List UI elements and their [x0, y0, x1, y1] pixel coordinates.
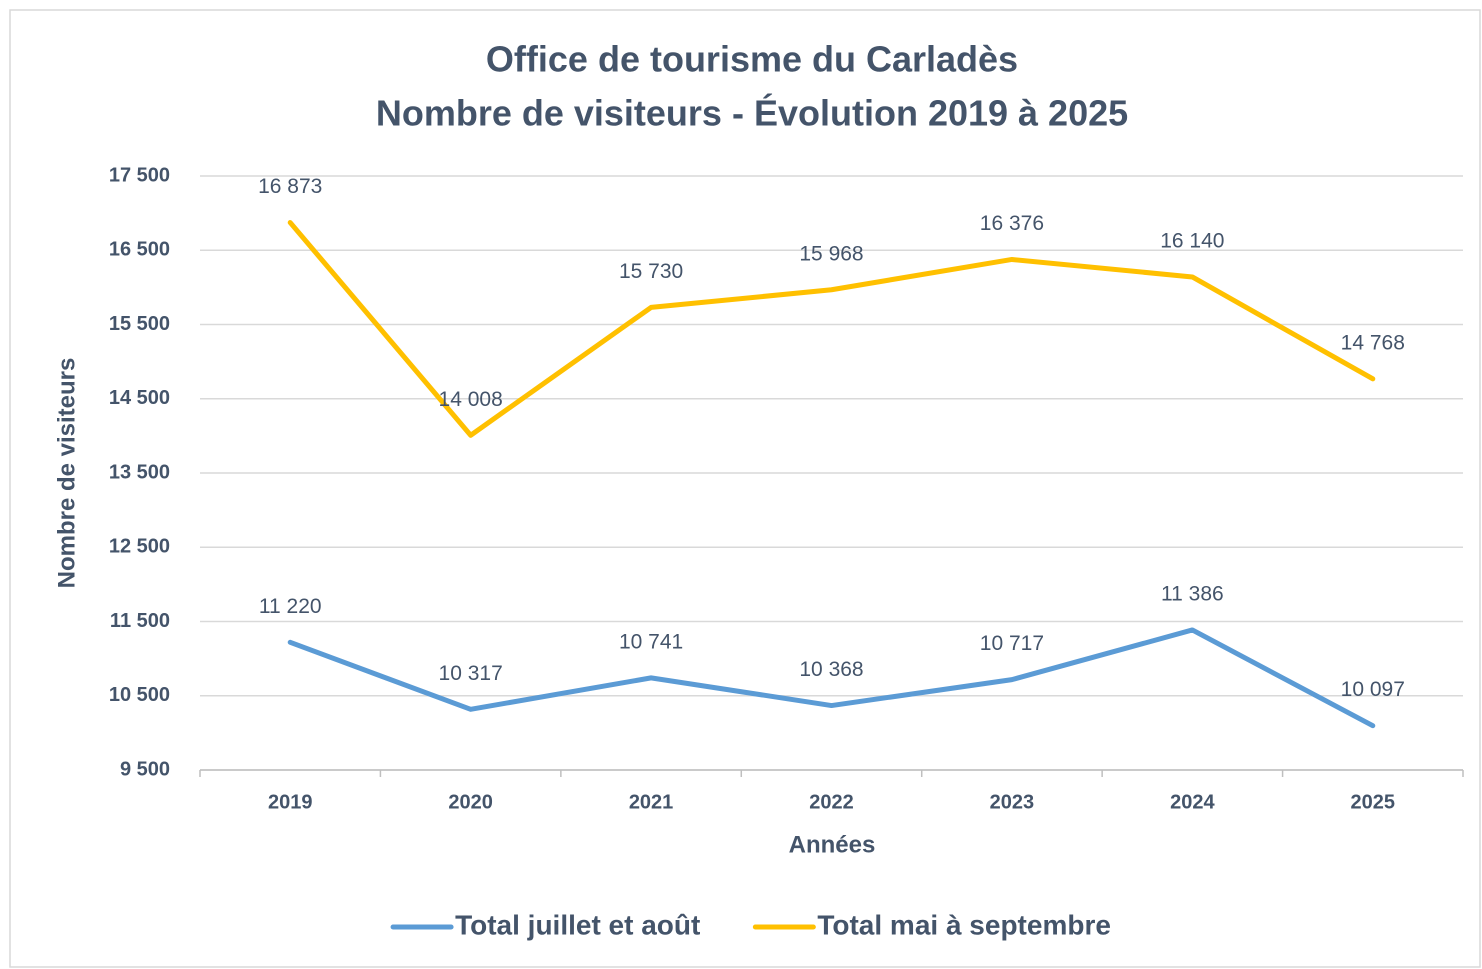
- y-tick-label: 16 500: [109, 239, 170, 261]
- x-tick-label: 2021: [629, 791, 674, 813]
- chart-subtitle: Nombre de visiteurs - Évolution 2019 à 2…: [376, 93, 1128, 134]
- x-axis-title: Années: [789, 831, 876, 858]
- data-label: 10 741: [619, 630, 683, 653]
- data-label: 16 873: [258, 175, 322, 198]
- data-label: 15 968: [799, 242, 863, 265]
- x-tick-label: 2025: [1351, 791, 1396, 813]
- x-tick-label: 2024: [1170, 791, 1215, 813]
- x-tick-label: 2020: [448, 791, 493, 813]
- legend-label: Total juillet et août: [455, 909, 700, 940]
- data-label: 14 008: [439, 388, 503, 411]
- chart-title: Office de tourisme du Carladès: [486, 39, 1018, 80]
- y-tick-label: 13 500: [109, 461, 170, 483]
- data-label: 16 140: [1160, 230, 1224, 253]
- legend-label: Total mai à septembre: [817, 909, 1111, 940]
- y-tick-label: 12 500: [109, 536, 170, 558]
- x-tick-label: 2019: [268, 791, 313, 813]
- data-label: 11 220: [259, 595, 322, 618]
- data-label: 15 730: [619, 260, 683, 283]
- series-line: [287, 220, 1376, 438]
- y-tick-label: 11 500: [110, 610, 170, 632]
- y-tick-label: 14 500: [109, 387, 170, 409]
- x-tick-label: 2023: [990, 791, 1035, 813]
- y-tick-label: 9 500: [120, 758, 170, 780]
- x-tick-label: 2022: [809, 791, 854, 813]
- data-label: 10 368: [799, 658, 863, 681]
- series-line: [287, 627, 1376, 729]
- data-label: 10 317: [439, 662, 503, 685]
- y-tick-label: 15 500: [109, 313, 170, 335]
- data-label: 14 768: [1341, 331, 1405, 354]
- data-label: 16 376: [980, 212, 1044, 235]
- data-label: 10 097: [1341, 678, 1405, 701]
- data-label: 11 386: [1161, 583, 1224, 606]
- y-tick-label: 10 500: [109, 684, 170, 706]
- data-label: 10 717: [980, 632, 1044, 655]
- chart-border: [9, 9, 1481, 968]
- y-tick-label: 17 500: [109, 164, 170, 186]
- y-axis-title: Nombre de visiteurs: [53, 358, 80, 589]
